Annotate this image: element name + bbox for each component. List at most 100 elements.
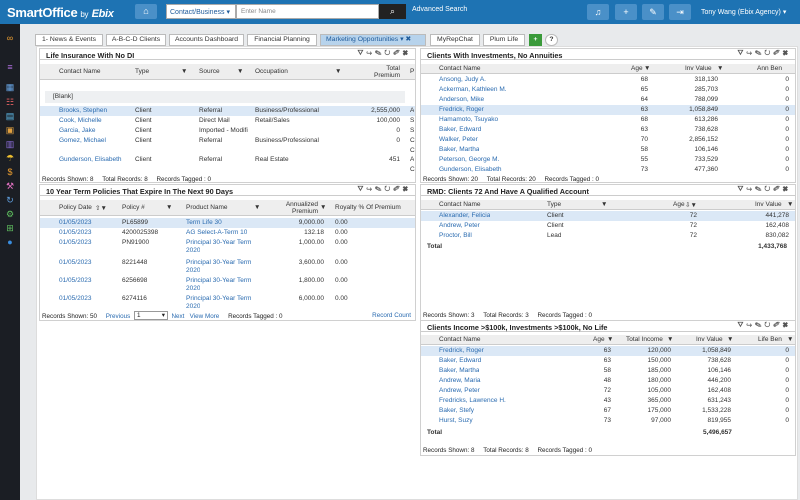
context-select[interactable]: Contact/Business ▾ [166, 4, 236, 19]
table-row[interactable]: Garcia, Jake Client Imported - Modifi 0 S [40, 126, 415, 136]
filter-icon[interactable]: ▼ [181, 68, 188, 75]
share-icon[interactable]: ↪ [746, 50, 755, 57]
col-inv-value[interactable]: Inv Value [685, 65, 712, 72]
col-p[interactable]: P [410, 68, 415, 75]
table-row[interactable]: 01/05/2023 8221448 Principal 30-Year Term 2… [40, 258, 415, 276]
product-name-link[interactable]: 2020 [186, 267, 201, 274]
tab-abcd-clients[interactable]: A-B-C-D Clients [106, 34, 166, 46]
contact-name-link[interactable]: Gunderson, Elisabeth [439, 166, 502, 173]
filter-icon[interactable]: ⛛ [737, 322, 747, 329]
table-row[interactable]: Anderson, Mike 64 788,099 0 [421, 95, 795, 105]
filter-icon[interactable]: ▼ [644, 65, 651, 72]
contact-name-link[interactable]: Baker, Edward [439, 357, 482, 364]
table-row[interactable]: Ackerman, Kathleen M. 65 285,703 0 [421, 85, 795, 95]
table-row[interactable]: Andrew, Maria 48 180,000 446,200 0 [421, 376, 795, 386]
refresh-icon[interactable]: ↻ [764, 50, 774, 57]
product-name-link[interactable]: 2020 [186, 247, 201, 254]
add-button[interactable]: + [615, 4, 637, 20]
policy-date-link[interactable]: 01/05/2023 [59, 239, 92, 246]
product-name-link[interactable]: 2020 [186, 303, 201, 310]
tab-news-events[interactable]: 1- News & Events [35, 34, 103, 46]
table-row[interactable]: Baker, Martha 58 106,146 0 [421, 145, 795, 155]
col-source[interactable]: Source [199, 68, 220, 75]
hammer-icon[interactable]: ⚒ [5, 181, 15, 191]
col-inv-value[interactable]: Inv Value [696, 336, 723, 343]
table-row[interactable]: Cook, Michelle Client Direct Mail Retail/Sa… [40, 116, 415, 126]
pencil-icon[interactable]: ✐ [773, 322, 783, 329]
refresh-icon[interactable]: ↻ [6, 195, 14, 205]
policy-date-link[interactable]: 01/05/2023 [59, 295, 92, 302]
notifications-button[interactable]: ♫ [587, 4, 609, 20]
close-icon[interactable]: ✖ [402, 186, 411, 193]
col-royalty[interactable]: Royalty % Of Premium [335, 204, 401, 211]
table-row[interactable]: Gomez, Michael Client Referral Business/Pro… [40, 136, 415, 146]
logout-button[interactable]: ⇥ [669, 4, 691, 20]
filter-icon[interactable]: ▼ [787, 201, 794, 208]
menu-icon[interactable]: ≡ [7, 62, 13, 72]
contact-name-link[interactable]: Andrew, Peter [439, 387, 480, 394]
tab-financial-planning[interactable]: Financial Planning [247, 34, 317, 46]
table-row[interactable]: Gunderson, Elisabeth Client Referral Real E… [40, 155, 415, 165]
pencil-icon[interactable]: ✐ [393, 50, 403, 57]
product-name-link[interactable]: Principal 30-Year Term [186, 259, 252, 266]
col-contact-name[interactable]: Contact Name [59, 68, 101, 75]
share-icon[interactable]: ↪ [746, 322, 755, 329]
page-select[interactable]: 1 ▾ [133, 311, 168, 320]
table-row[interactable]: Baker, Edward 63 150,000 738,628 0 [421, 356, 795, 366]
col-life-ben[interactable]: Life Ben [758, 336, 782, 343]
policy-date-link[interactable]: 01/05/2023 [59, 229, 92, 236]
close-icon[interactable]: ✖ [402, 50, 411, 57]
filter-icon[interactable]: ⛛ [737, 50, 747, 57]
col-occupation[interactable]: Occupation [255, 68, 288, 75]
col-type[interactable]: Type [135, 68, 150, 75]
filter-icon[interactable]: ▼ [320, 204, 327, 211]
product-name-link[interactable]: AG Select-A-Term 10 [186, 229, 248, 236]
refresh-icon[interactable]: ↻ [764, 322, 774, 329]
home-button[interactable]: ⌂ [135, 4, 157, 19]
record-count-link[interactable]: Record Count [372, 312, 411, 319]
chart-icon[interactable]: ▥ [5, 139, 15, 149]
share-icon[interactable]: ↪ [366, 186, 375, 193]
close-icon[interactable]: ✖ [782, 322, 791, 329]
contact-name-link[interactable]: Alexander, Felicia [439, 212, 491, 219]
table-row[interactable]: Andrew, Peter 72 105,000 162,408 0 [421, 386, 795, 396]
pencil-icon[interactable]: ✐ [773, 186, 783, 193]
filter-icon[interactable]: ▼ [601, 201, 608, 208]
product-name-link[interactable]: Principal 30-Year Term [186, 277, 252, 284]
filter-icon[interactable]: ▼ [166, 204, 173, 211]
sort-icon[interactable]: ⇧▼ [95, 205, 107, 212]
table-row[interactable]: Brooks, Stephen Client Referral Business/Pr… [40, 106, 415, 116]
table-row[interactable]: 01/05/2023 6274116 Principal 30-Year Term 2… [40, 294, 415, 312]
filter-icon[interactable]: ▼ [787, 336, 794, 343]
contact-name-link[interactable]: Proctor, Bill [439, 232, 472, 239]
close-icon[interactable]: ✖ [782, 186, 791, 193]
search-input[interactable]: Enter Name [236, 4, 379, 19]
refresh-icon[interactable]: ↻ [384, 50, 394, 57]
help-button[interactable]: ? [545, 34, 558, 46]
filter-icon[interactable]: ▼ [254, 204, 261, 211]
contacts-icon[interactable]: ☷ [5, 97, 15, 107]
next-link[interactable]: Next [171, 313, 185, 321]
col-type[interactable]: Type [547, 201, 562, 208]
contact-name-link[interactable]: Peterson, George M. [439, 156, 500, 163]
smartoffice-logo[interactable]: SmartOffice by Ebix [7, 5, 114, 20]
contact-name-link[interactable]: Ansong, Judy A. [439, 76, 486, 83]
col-annualized-premium[interactable]: Annualized Premium [285, 201, 318, 215]
pencil-icon[interactable]: ✐ [393, 186, 403, 193]
contact-name-link[interactable]: Gomez, Michael [59, 137, 106, 144]
share-icon[interactable]: ↪ [366, 50, 375, 57]
policy-date-link[interactable]: 01/05/2023 [59, 277, 92, 284]
col-age[interactable]: Age [673, 201, 685, 208]
filter-icon[interactable]: ▼ [335, 68, 342, 75]
col-total-premium[interactable]: Total Premium [373, 65, 400, 79]
gears-icon[interactable]: ⚙ [5, 209, 15, 219]
filter-icon[interactable]: ⛛ [737, 186, 747, 193]
contact-name-link[interactable]: Baker, Martha [439, 146, 480, 153]
contact-name-link[interactable]: Fredricks, Lawrence H. [439, 397, 506, 404]
contact-name-link[interactable]: Fredrick, Roger [439, 106, 484, 113]
tab-marketing-opportunities[interactable]: Marketing Opportunities ▾ ✖ [320, 34, 426, 46]
advanced-search-link[interactable]: Advanced Search [412, 6, 468, 13]
table-row[interactable]: Gunderson, Elisabeth 73 477,360 0 [421, 165, 795, 175]
table-row[interactable]: Alexander, Felicia Client 72 441,278 [421, 211, 795, 221]
col-total-income[interactable]: Total Income [626, 336, 663, 343]
